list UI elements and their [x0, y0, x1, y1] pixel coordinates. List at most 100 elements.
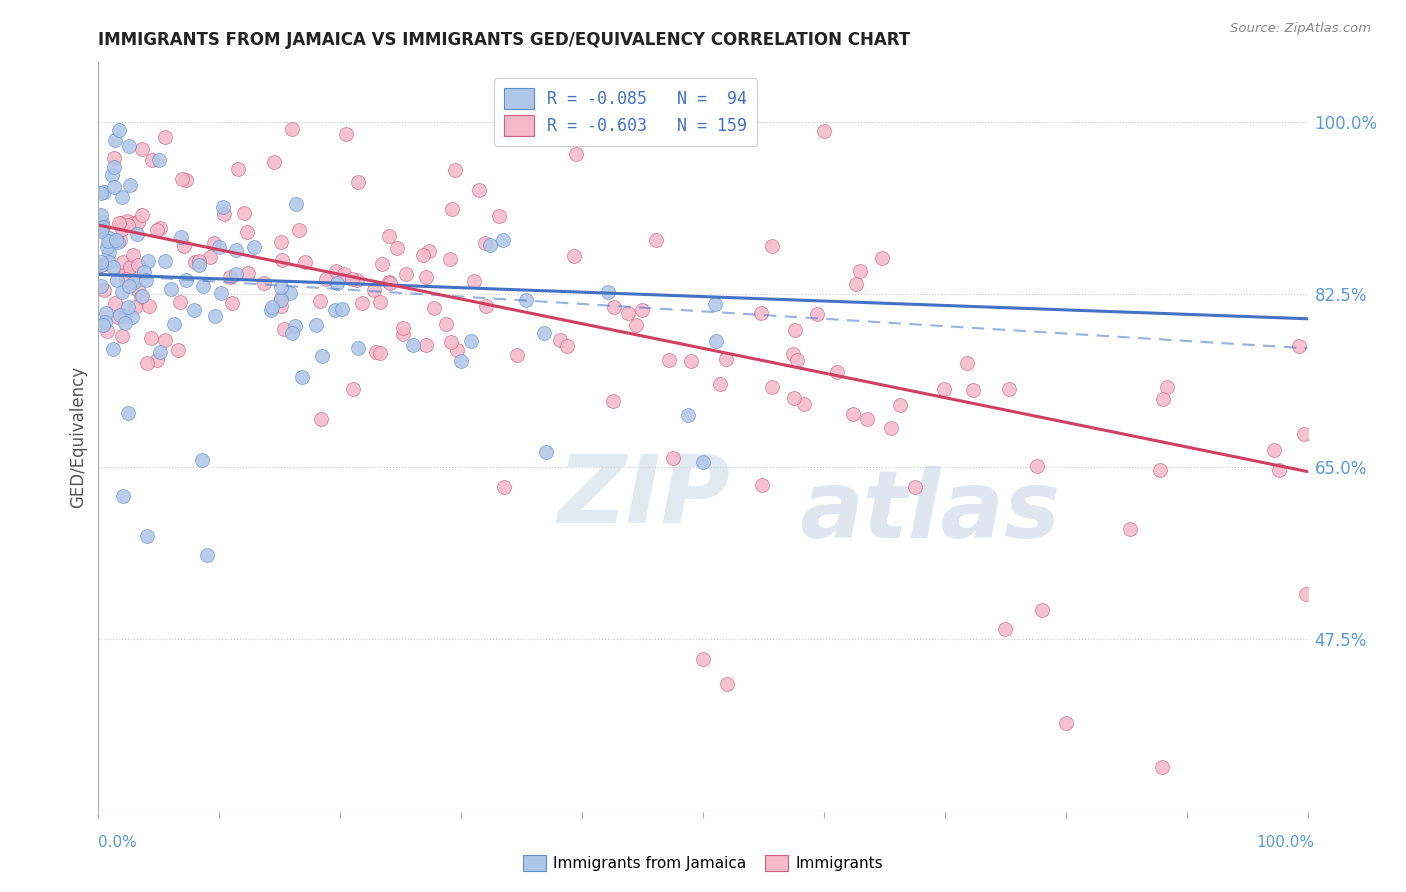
Point: [326, 276, 349, 290]
Point: [423, 301, 446, 315]
Point: [460, 334, 482, 348]
Point: [139, 330, 162, 344]
Point: [91, 215, 114, 229]
Point: [124, 275, 146, 289]
Point: [101, 168, 124, 182]
Point: [786, 353, 808, 368]
Point: [188, 258, 211, 272]
Point: [107, 235, 129, 250]
Point: [631, 303, 654, 318]
Point: [135, 273, 157, 287]
Point: [122, 268, 145, 283]
Point: [468, 183, 491, 197]
Point: [783, 323, 806, 337]
Point: [124, 300, 146, 314]
Point: [103, 160, 125, 174]
Point: [751, 478, 773, 492]
Point: [129, 290, 152, 304]
Point: [159, 282, 181, 296]
Point: [392, 327, 415, 342]
Point: [117, 300, 139, 314]
Point: [98, 245, 121, 260]
Point: [617, 306, 640, 320]
Point: [111, 221, 134, 235]
Point: [1268, 462, 1291, 476]
Point: [225, 244, 247, 258]
Point: [564, 249, 586, 263]
Point: [219, 269, 242, 284]
Point: [90, 186, 112, 200]
Point: [364, 345, 387, 359]
Point: [555, 339, 578, 353]
Point: [714, 352, 737, 367]
Point: [415, 338, 437, 352]
Point: [235, 225, 257, 239]
Point: [166, 343, 188, 358]
Point: [104, 295, 127, 310]
Point: [998, 382, 1021, 396]
Point: [325, 264, 347, 278]
Y-axis label: GED/Equivalency: GED/Equivalency: [69, 366, 87, 508]
Point: [169, 295, 191, 310]
Point: [270, 291, 292, 305]
Point: [118, 278, 141, 293]
Point: [842, 407, 865, 421]
Point: [533, 326, 555, 341]
Point: [270, 300, 292, 314]
Point: [603, 300, 626, 314]
Text: IMMIGRANTS FROM JAMAICA VS IMMIGRANTS GED/EQUIVALENCY CORRELATION CHART: IMMIGRANTS FROM JAMAICA VS IMMIGRANTS GE…: [98, 31, 911, 49]
Point: [149, 221, 172, 235]
Point: [225, 267, 247, 281]
Point: [378, 276, 401, 290]
Point: [994, 623, 1017, 637]
Point: [565, 147, 588, 161]
Point: [253, 277, 276, 291]
Point: [131, 289, 153, 303]
Point: [378, 276, 401, 290]
Point: [309, 411, 332, 425]
Point: [1288, 338, 1310, 352]
Point: [870, 251, 893, 265]
Point: [170, 230, 193, 244]
Text: 100.0%: 100.0%: [1257, 836, 1315, 850]
Point: [761, 239, 783, 253]
Point: [93, 283, 115, 297]
Point: [280, 286, 302, 301]
Point: [315, 272, 337, 286]
Point: [1025, 458, 1047, 473]
Point: [238, 266, 260, 280]
Point: [108, 123, 131, 137]
Point: [280, 326, 302, 341]
Point: [340, 272, 363, 286]
Point: [1263, 443, 1285, 458]
Point: [284, 319, 307, 334]
Point: [226, 161, 249, 176]
Point: [117, 218, 139, 232]
Point: [114, 316, 136, 330]
Point: [172, 172, 194, 186]
Text: atlas: atlas: [800, 466, 1062, 558]
Point: [478, 237, 501, 252]
Point: [173, 238, 195, 252]
Point: [294, 254, 316, 268]
Point: [678, 409, 700, 423]
Point: [845, 277, 868, 292]
Point: [704, 334, 727, 349]
Point: [187, 254, 209, 268]
Point: [761, 380, 783, 394]
Point: [280, 121, 302, 136]
Point: [377, 229, 399, 244]
Point: [270, 280, 292, 294]
Point: [202, 235, 225, 250]
Point: [849, 263, 872, 277]
Point: [392, 321, 415, 335]
Point: [208, 240, 231, 254]
Point: [370, 294, 392, 309]
Point: [111, 285, 134, 299]
Point: [782, 391, 804, 405]
Point: [94, 315, 117, 329]
Point: [1295, 587, 1317, 601]
Point: [138, 300, 160, 314]
Point: [110, 233, 132, 247]
Point: [131, 142, 153, 156]
